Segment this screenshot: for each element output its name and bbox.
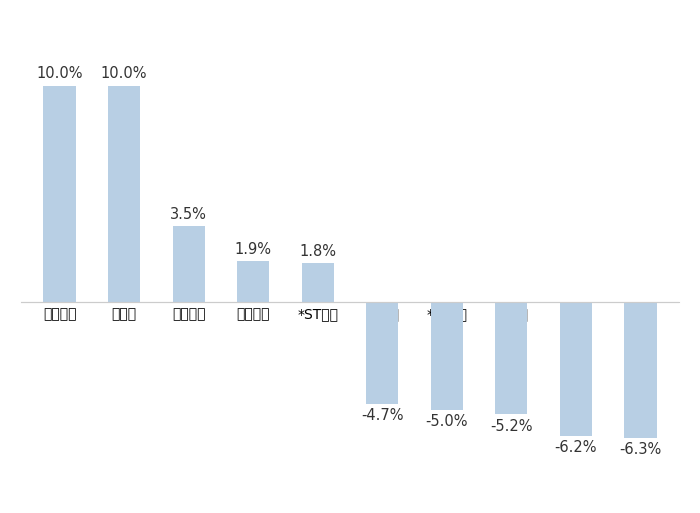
Text: 1.8%: 1.8% — [299, 244, 336, 259]
Bar — [430, 302, 463, 410]
Bar — [172, 226, 205, 302]
Text: -4.7%: -4.7% — [361, 408, 403, 423]
Text: 10.0%: 10.0% — [101, 66, 148, 82]
Bar — [560, 302, 592, 436]
Text: -5.0%: -5.0% — [426, 415, 468, 429]
Bar — [237, 261, 270, 302]
Text: -6.3%: -6.3% — [620, 442, 662, 458]
Text: 10.0%: 10.0% — [36, 66, 83, 82]
Bar — [495, 302, 528, 415]
Bar — [366, 302, 398, 404]
Text: -6.2%: -6.2% — [554, 440, 597, 455]
Text: 3.5%: 3.5% — [170, 207, 207, 222]
Text: 1.9%: 1.9% — [234, 242, 272, 256]
Bar — [43, 86, 76, 302]
Text: -5.2%: -5.2% — [490, 419, 533, 433]
Bar — [108, 86, 140, 302]
Bar — [302, 263, 334, 302]
Bar — [624, 302, 657, 438]
